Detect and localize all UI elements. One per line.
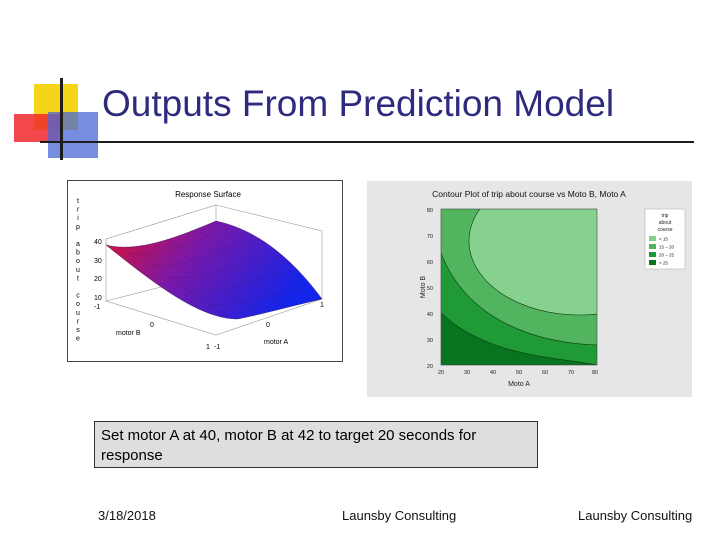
y-tick: 80: [427, 208, 433, 214]
y-tick: 30: [427, 338, 433, 344]
footer-center: Launsby Consulting: [342, 508, 457, 523]
x-tick: 70: [568, 370, 574, 376]
surface-title: Response Surface: [175, 190, 241, 199]
title-underline: [40, 141, 694, 143]
x-tick: 1: [206, 344, 210, 351]
z-label-letter: t: [77, 275, 79, 282]
footer-right: Launsby Consulting: [578, 508, 693, 523]
y-tick: 50: [427, 286, 433, 292]
legend-swatch: [649, 236, 656, 241]
x-tick: 60: [542, 370, 548, 376]
y-tick: 70: [427, 234, 433, 240]
contour-title: Contour Plot of trip about course vs Mot…: [432, 189, 626, 199]
z-label-letter: r: [77, 318, 80, 325]
contour-x-ticks: 20 30 40 50 60 70 80: [438, 370, 598, 376]
legend-label: 20 – 25: [659, 253, 675, 258]
x-axis-label: motor B: [116, 330, 141, 337]
legend-title-line: course: [657, 227, 672, 233]
z-label-letter: o: [76, 258, 80, 265]
z-label-letter: p: [76, 224, 80, 231]
x-tick: 30: [464, 370, 470, 376]
logo-blue-square: [48, 112, 98, 158]
legend-swatch: [649, 244, 656, 249]
legend-label: > 25: [659, 261, 668, 266]
surface-grid: [127, 226, 304, 318]
slide-title: Outputs From Prediction Model: [102, 83, 615, 124]
legend-title-line: trip: [662, 213, 669, 219]
y-tick: 40: [427, 312, 433, 318]
z-label-letter: e: [76, 336, 80, 343]
z-label-letter: t: [77, 198, 79, 205]
contour-y-axis-label: Moto B: [420, 276, 427, 299]
surface-mesh: [105, 220, 323, 320]
z-label-letter: r: [77, 207, 80, 214]
legend-swatch: [649, 260, 656, 265]
legend-swatch: [649, 252, 656, 257]
z-label-letter: c: [76, 293, 80, 300]
y-tick: 1: [320, 302, 324, 309]
contour-legend: trip about course < 15 15 – 20 20 – 25 >…: [644, 208, 686, 270]
z-tick: 30: [94, 258, 102, 265]
note-box: Set motor A at 40, motor B at 42 to targ…: [94, 421, 538, 468]
legend-label: < 15: [659, 237, 668, 242]
contour-plot-svg: Contour Plot of trip about course vs Mot…: [420, 189, 686, 388]
contour-regions: [441, 209, 597, 365]
z-label-letter: a: [76, 241, 80, 248]
y-tick: 20: [427, 364, 433, 370]
z-label-letter: o: [76, 301, 80, 308]
z-label-letter: u: [76, 267, 80, 274]
contour-x-axis-label: Moto A: [508, 381, 530, 388]
z-label-letter: s: [76, 327, 80, 334]
z-label-letter: u: [76, 310, 80, 317]
logo-vertical-line: [60, 78, 63, 160]
x-tick: 20: [438, 370, 444, 376]
contour-y-ticks: 80 70 60 50 40 30 20: [427, 208, 433, 370]
z-label-letter: i: [77, 215, 79, 222]
contour-region-lt15: [469, 209, 597, 315]
y-tick: 0: [266, 322, 270, 329]
contour-plot: Contour Plot of trip about course vs Mot…: [367, 181, 692, 397]
x-tick: 0: [150, 322, 154, 329]
x-tick: 80: [592, 370, 598, 376]
z-tick: 10: [94, 295, 102, 302]
y-axis-label: motor A: [264, 339, 288, 346]
z-tick: 40: [94, 239, 102, 246]
x-tick: 50: [516, 370, 522, 376]
z-label-letter: b: [76, 250, 80, 257]
x-tick: -1: [94, 304, 100, 311]
y-tick: -1: [214, 344, 220, 351]
legend-title-line: about: [659, 220, 672, 226]
legend-label: 15 – 20: [659, 245, 675, 250]
x-tick: 40: [490, 370, 496, 376]
footer-date: 3/18/2018: [98, 508, 156, 523]
y-tick: 60: [427, 260, 433, 266]
z-tick: 20: [94, 276, 102, 283]
